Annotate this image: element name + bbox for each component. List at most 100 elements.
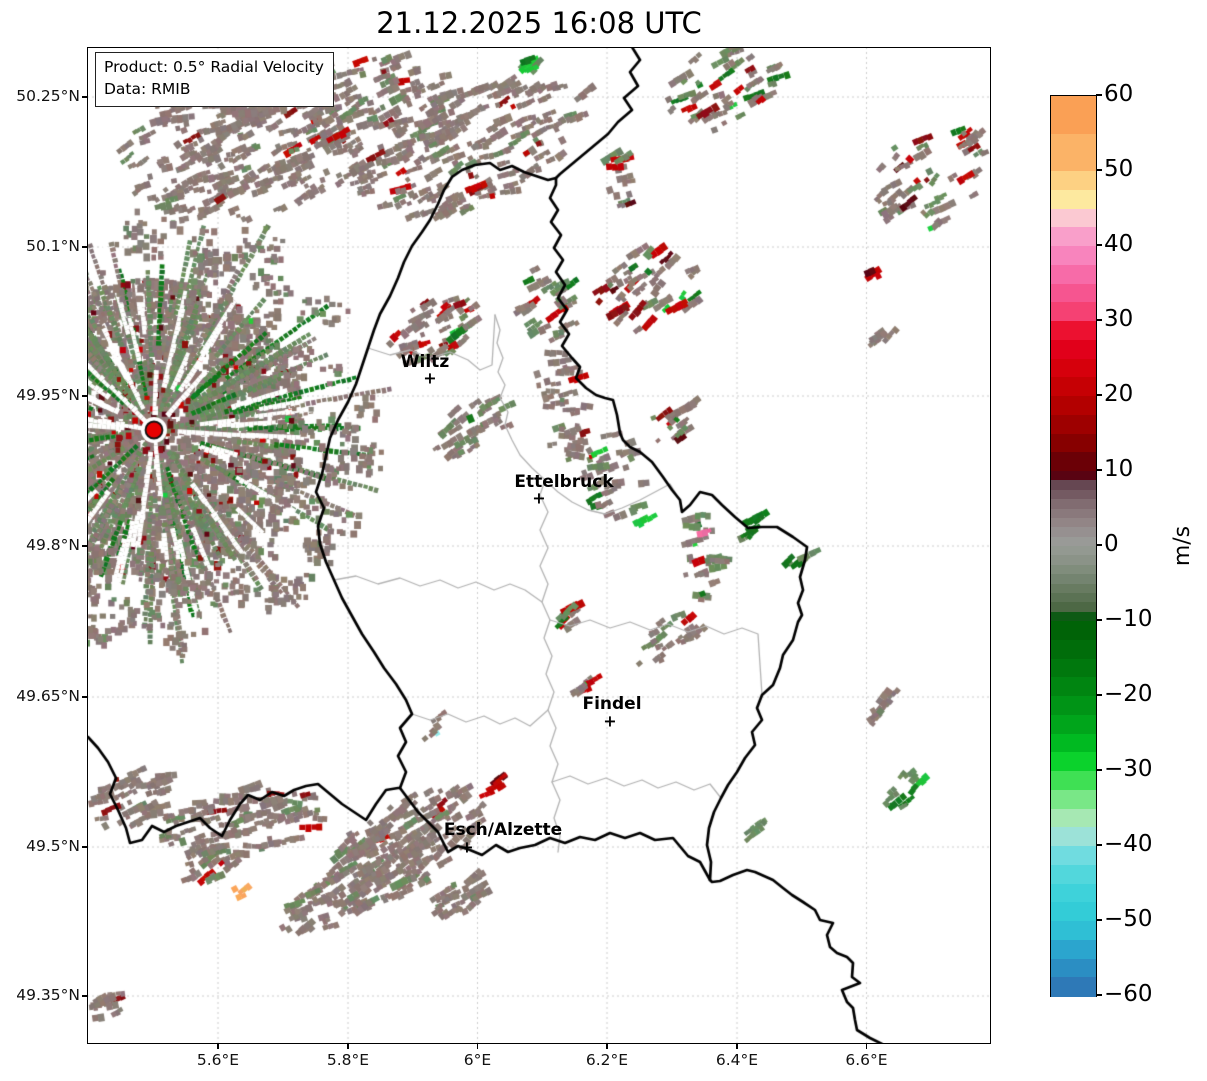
colorbar-band: [1051, 517, 1096, 528]
city-label-ettelbruck: Ettelbruck: [514, 472, 614, 492]
lon-tick-mark: [736, 1044, 738, 1049]
colorbar-band: [1051, 733, 1096, 753]
colorbar-tick-label: −20: [1104, 681, 1153, 707]
lon-tick-mark: [347, 1044, 349, 1049]
colorbar-tick-label: 50: [1104, 156, 1134, 182]
colorbar-tick-label: −50: [1104, 906, 1153, 932]
colorbar-band: [1051, 546, 1096, 556]
colorbar-band: [1051, 602, 1096, 613]
colorbar-tick-label: 60: [1104, 81, 1134, 107]
product-line: Product: 0.5° Radial Velocity: [104, 58, 324, 76]
city-label-esch-alzette: Esch/Alzette: [443, 820, 563, 840]
colorbar-tick-label: −60: [1104, 981, 1153, 1007]
lat-tick-label: 49.95°N: [16, 386, 80, 404]
colorbar-band: [1051, 377, 1096, 397]
colorbar-band: [1051, 246, 1096, 266]
colorbar-band: [1051, 358, 1096, 378]
lon-tick-label: 6°E: [463, 1051, 492, 1069]
colorbar-tick-label: 10: [1104, 456, 1134, 482]
colorbar-tick-mark: [1096, 919, 1102, 921]
city-marker-icon: +: [603, 711, 617, 731]
lon-tick-mark: [476, 1044, 479, 1049]
colorbar-band: [1051, 564, 1096, 575]
lon-tick-mark: [217, 1044, 219, 1049]
colorbar-tick-label: 30: [1104, 306, 1134, 332]
colorbar-band: [1051, 921, 1096, 941]
city-marker-icon: +: [532, 488, 546, 508]
colorbar-band: [1051, 574, 1096, 584]
lat-tick-mark: [82, 846, 87, 848]
colorbar-band: [1051, 592, 1096, 603]
colorbar-tick-label: 40: [1104, 231, 1134, 257]
data-source-line: Data: RMIB: [104, 80, 191, 99]
colorbar-band: [1051, 864, 1096, 884]
lon-tick-label: 6.6°E: [845, 1051, 888, 1069]
lat-tick-mark: [82, 696, 87, 698]
product-info-box: Product: 0.5° Radial Velocity Data: RMIB: [95, 52, 334, 107]
city-label-wiltz: Wiltz: [400, 352, 450, 372]
colorbar-band: [1051, 752, 1096, 772]
colorbar-tick-label: −40: [1104, 831, 1153, 857]
colorbar-band: [1051, 789, 1096, 809]
colorbar-band: [1051, 414, 1096, 434]
map-plot: Product: 0.5° Radial Velocity Data: RMIB: [87, 47, 991, 1044]
lat-tick-label: 50.25°N: [16, 87, 80, 105]
lat-tick-label: 49.5°N: [26, 837, 80, 855]
city-marker-icon: +: [460, 837, 474, 857]
colorbar-band: [1051, 264, 1096, 284]
colorbar-band: [1051, 583, 1096, 594]
colorbar-tick-label: −10: [1104, 606, 1153, 632]
lat-tick-label: 49.35°N: [16, 986, 80, 1004]
colorbar-band: [1051, 433, 1096, 453]
colorbar-tick-mark: [1096, 244, 1102, 246]
colorbar-band: [1051, 471, 1096, 481]
colorbar-tick-mark: [1096, 169, 1102, 171]
colorbar-band: [1051, 827, 1096, 847]
lat-tick-mark: [82, 246, 87, 248]
plot-title: 21.12.2025 16:08 UTC: [376, 6, 702, 40]
colorbar-tick-mark: [1096, 394, 1102, 396]
colorbar-tick-mark: [1096, 994, 1102, 996]
colorbar-band: [1051, 339, 1096, 359]
colorbar-band: [1051, 677, 1096, 697]
lat-tick-label: 50.1°N: [26, 237, 80, 255]
colorbar-band: [1051, 902, 1096, 922]
lon-tick-label: 5.8°E: [326, 1051, 370, 1069]
colorbar-tick-mark: [1096, 94, 1102, 96]
colorbar-band: [1051, 958, 1096, 978]
colorbar-tick-mark: [1096, 619, 1102, 621]
colorbar-tick-label: 0: [1104, 531, 1119, 557]
colorbar-band: [1051, 714, 1096, 734]
colorbar-band: [1051, 658, 1096, 678]
colorbar-band: [1051, 452, 1096, 472]
colorbar-tick-mark: [1096, 844, 1102, 846]
lon-tick-mark: [606, 1044, 608, 1049]
colorbar-band: [1051, 189, 1096, 209]
colorbar-band: [1051, 939, 1096, 959]
city-marker-icon: +: [423, 368, 437, 388]
colorbar-band: [1051, 846, 1096, 866]
colorbar-band: [1051, 883, 1096, 903]
colorbar-band: [1051, 527, 1096, 538]
colorbar-tick-mark: [1096, 469, 1102, 471]
colorbar-band: [1051, 133, 1096, 172]
colorbar-band: [1051, 283, 1096, 303]
colorbar-band: [1051, 302, 1096, 322]
lon-tick-label: 6.2°E: [585, 1051, 629, 1069]
lat-tick-label: 49.65°N: [16, 687, 80, 705]
colorbar-tick-label: 20: [1104, 381, 1134, 407]
colorbar-tick-mark: [1096, 769, 1102, 771]
lon-tick-label: 6.4°E: [715, 1051, 759, 1069]
colorbar-band: [1051, 208, 1096, 228]
colorbar-band: [1051, 536, 1096, 547]
colorbar-band: [1051, 508, 1096, 519]
lon-tick-mark: [865, 1044, 868, 1049]
colorbar-band: [1051, 771, 1096, 791]
colorbar-band: [1051, 555, 1096, 566]
colorbar-tick-mark: [1096, 694, 1102, 696]
colorbar-band: [1051, 171, 1096, 191]
colorbar-unit-label: m/s: [1170, 525, 1195, 567]
lat-tick-mark: [82, 545, 87, 547]
lat-tick-mark: [82, 995, 87, 997]
